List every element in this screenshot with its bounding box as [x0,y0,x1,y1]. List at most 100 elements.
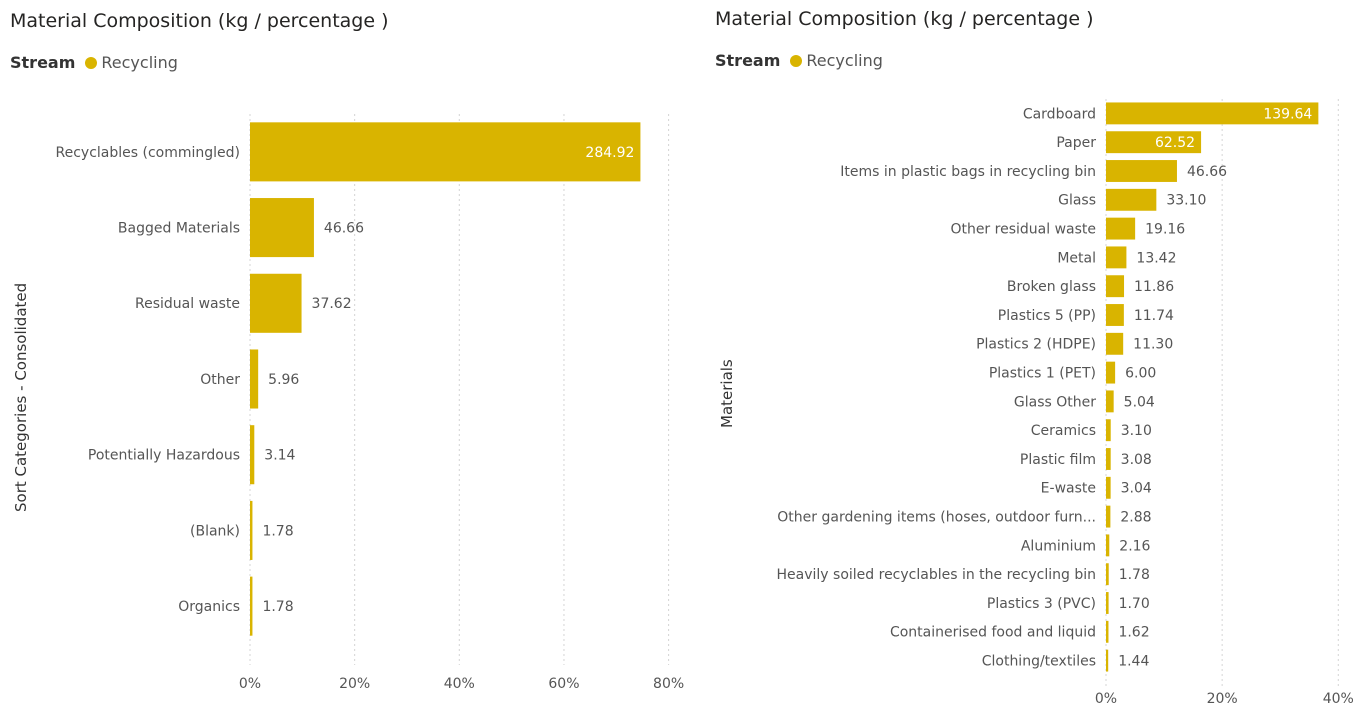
data-label: 1.78 [1119,567,1150,583]
data-label: 1.44 [1118,654,1149,670]
bar [1106,592,1109,614]
x-tick-label: 0% [1095,691,1117,703]
bar [1106,332,1124,355]
data-label: 11.74 [1134,308,1174,324]
x-tick-label: 80% [653,676,684,692]
data-label: 3.08 [1121,452,1152,468]
bar [1106,620,1109,643]
data-label: 62.52 [1155,135,1195,151]
category-label: Potentially Hazardous [88,448,240,464]
category-label: Glass Other [1014,394,1096,410]
category-label: Cardboard [1023,106,1096,122]
data-label: 11.86 [1134,279,1174,295]
category-label: Bagged Materials [118,220,240,236]
category-label: Heavily soiled recyclables in the recycl… [777,567,1096,583]
data-label: 6.00 [1125,366,1156,382]
category-label: Broken glass [1007,279,1096,295]
category-label: Plastics 3 (PVC) [987,596,1096,612]
chart-title: Material Composition (kg / percentage ) [10,10,389,32]
data-label: 2.88 [1120,510,1151,526]
bar [1106,534,1110,557]
data-label: 5.96 [268,372,299,388]
bar [1106,131,1202,154]
data-label: 33.10 [1166,193,1206,209]
legend-item-recycling[interactable]: Recycling [806,51,883,70]
legend-item-recycling[interactable]: Recycling [101,53,178,72]
category-label: Aluminium [1021,538,1096,554]
x-tick-label: 60% [548,676,579,692]
category-label: Recyclables (commingled) [56,145,241,161]
data-label: 139.64 [1263,106,1312,122]
data-label: 284.92 [585,145,634,161]
data-label: 1.78 [262,599,293,615]
bar-chart-materials: 0% 20% 40% Cardboard 139.64 Paper 62.52 Items i… [777,99,1354,703]
bar [1106,102,1319,125]
bar [1106,476,1111,499]
bar [250,425,255,485]
category-label: Metal [1057,250,1096,266]
bar-chart-sort-categories: 0% 20% 40% 60% 80% Recyclables (commingled) 28… [56,114,684,692]
legend-marker [85,56,98,69]
category-label: Organics [178,599,240,615]
category-label: Other gardening items (hoses, outdoor fu… [777,510,1096,526]
x-tick-label: 20% [339,676,370,692]
category-label: Glass [1058,193,1096,209]
x-tick-label: 40% [444,676,475,692]
chart-panel-sort-categories: Material Composition (kg / percentage ) … [0,0,684,703]
category-label: E-waste [1041,481,1096,497]
data-label: 46.66 [324,220,364,236]
data-label: 5.04 [1124,394,1155,410]
category-label: Ceramics [1031,423,1096,439]
category-label: Plastics 2 (HDPE) [976,337,1096,353]
category-label: Items in plastic bags in recycling bin [840,164,1096,180]
data-label: 46.66 [1187,164,1227,180]
bar [250,122,641,182]
bar [1106,304,1124,326]
legend-marker [790,54,803,67]
chart-title: Material Composition (kg / percentage ) [715,8,1094,30]
data-label: 13.42 [1136,250,1176,266]
data-label: 19.16 [1145,222,1185,238]
category-label: Residual waste [135,296,240,312]
category-label: Plastic film [1020,452,1096,468]
data-label: 2.16 [1119,538,1150,554]
category-label: Other residual waste [950,222,1096,238]
legend: Stream Recycling [715,51,883,70]
bar [1106,246,1127,269]
bar [1106,217,1136,240]
category-label: Other [200,372,240,388]
data-label: 37.62 [312,296,352,312]
data-label: 1.62 [1118,625,1149,641]
data-label: 1.70 [1119,596,1150,612]
data-label: 3.04 [1121,481,1152,497]
data-label: 3.10 [1121,423,1152,439]
bar [1106,361,1116,384]
chart-panel-materials: Material Composition (kg / percentage ) … [700,0,1363,703]
bar [1106,275,1125,298]
bar [250,198,314,258]
category-label: Plastics 1 (PET) [989,366,1096,382]
x-tick-label: 20% [1207,691,1238,703]
bar [1106,563,1109,586]
category-label: Containerised food and liquid [890,625,1096,641]
category-label: Plastics 5 (PP) [998,308,1096,324]
legend-title: Stream [10,53,76,72]
bar [1106,448,1111,470]
legend-title: Stream [715,51,781,70]
bar [250,273,302,333]
bar [1106,160,1177,182]
data-label: 1.78 [262,523,293,539]
bar [250,576,253,636]
data-label: 3.14 [264,448,295,464]
bar [1106,649,1109,672]
category-label: (Blank) [190,523,240,539]
bar [1106,505,1111,528]
bar [1106,188,1157,211]
x-tick-label: 40% [1323,691,1354,703]
x-tick-label: 0% [239,676,261,692]
bar [250,349,259,409]
data-label: 11.30 [1133,337,1173,353]
category-label: Paper [1056,135,1096,151]
legend: Stream Recycling [10,53,178,72]
category-label: Clothing/textiles [982,654,1096,670]
